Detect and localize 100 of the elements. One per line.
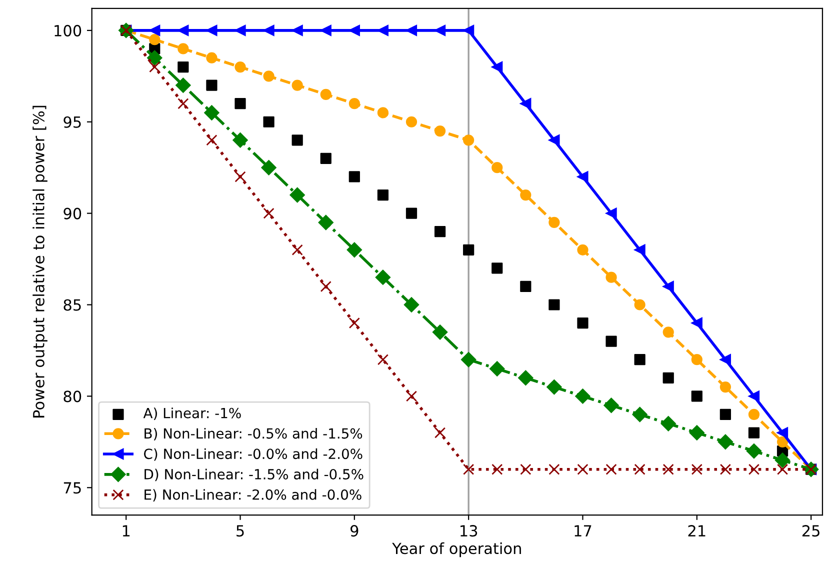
point <box>406 208 418 219</box>
point <box>261 160 276 176</box>
point <box>548 299 560 310</box>
point <box>461 352 476 368</box>
point <box>320 280 332 292</box>
point <box>147 50 162 66</box>
point <box>577 464 588 475</box>
point <box>149 24 160 36</box>
legend-label: E) Non-Linear: -2.0% and -0.0% <box>144 489 362 502</box>
point <box>292 134 303 146</box>
point <box>604 398 619 413</box>
point <box>263 208 274 219</box>
point <box>575 388 590 404</box>
point <box>634 299 646 310</box>
point <box>263 24 274 36</box>
point <box>748 408 760 420</box>
legend-label: B) Non-Linear: -0.5% and -1.5% <box>144 428 362 440</box>
point <box>320 24 332 36</box>
point <box>746 443 762 459</box>
point <box>263 116 274 128</box>
point <box>662 280 674 292</box>
point <box>606 464 617 475</box>
point <box>548 464 560 475</box>
point <box>176 78 191 93</box>
point <box>606 272 617 283</box>
point <box>377 354 389 366</box>
point <box>748 427 760 438</box>
point <box>348 98 360 110</box>
point <box>375 270 391 285</box>
x-tick-label: 25 <box>802 525 820 537</box>
legend-label: C) Non-Linear: -0.0% and -2.0% <box>144 448 362 461</box>
point <box>660 416 676 432</box>
point <box>774 452 790 468</box>
point <box>377 107 389 118</box>
point <box>490 361 505 376</box>
point <box>634 464 646 475</box>
x-tick-label: 17 <box>574 525 592 536</box>
point <box>292 80 303 91</box>
y-tick-label: 95 <box>64 116 81 128</box>
point <box>320 88 332 100</box>
point <box>206 80 218 91</box>
point <box>748 390 760 402</box>
point <box>691 354 702 366</box>
x-tick-label: 9 <box>350 525 358 537</box>
point <box>346 242 362 258</box>
y-tick-label: 90 <box>64 208 82 220</box>
point <box>178 43 189 54</box>
point <box>348 171 360 182</box>
point <box>149 61 160 73</box>
point <box>178 24 189 36</box>
point <box>662 326 674 338</box>
point <box>290 187 305 203</box>
point <box>776 464 788 475</box>
point <box>776 436 788 448</box>
point <box>434 125 446 137</box>
point <box>463 134 474 146</box>
point <box>320 152 332 164</box>
point <box>492 262 503 274</box>
point <box>634 354 646 366</box>
point <box>718 434 734 450</box>
point <box>234 98 246 110</box>
legend-label: A) Linear: -1% <box>143 408 241 420</box>
point <box>577 244 588 256</box>
x-tick-label: 1 <box>122 525 130 536</box>
point <box>662 464 674 475</box>
point <box>232 132 248 148</box>
legend-label: D) Non-Linear: -1.5% and -0.5% <box>144 468 364 482</box>
point <box>204 105 220 120</box>
point <box>377 189 389 201</box>
y-tick-label: 85 <box>64 299 81 311</box>
point <box>546 379 562 395</box>
y-tick-label: 80 <box>64 390 82 402</box>
point <box>404 297 420 312</box>
point <box>548 216 560 228</box>
point <box>720 464 731 475</box>
y-axis-title: Power output relative to initial power [%] <box>32 106 48 418</box>
point <box>606 208 617 219</box>
point <box>292 24 303 36</box>
x-axis-title: Year of operation <box>392 542 521 558</box>
point <box>720 408 731 420</box>
point <box>263 70 274 82</box>
point <box>234 171 246 182</box>
point <box>463 244 474 256</box>
point <box>463 24 474 36</box>
point <box>691 464 702 475</box>
point <box>632 406 648 422</box>
point <box>662 372 674 384</box>
point <box>292 244 303 256</box>
point <box>492 464 503 475</box>
point <box>720 354 731 366</box>
point <box>348 317 360 329</box>
point <box>406 116 418 128</box>
point <box>691 317 702 329</box>
x-tick-label: 5 <box>236 525 244 537</box>
point <box>206 24 218 36</box>
point <box>577 317 588 329</box>
point <box>606 336 617 347</box>
point <box>492 61 503 73</box>
point <box>406 390 418 402</box>
point <box>434 226 446 238</box>
